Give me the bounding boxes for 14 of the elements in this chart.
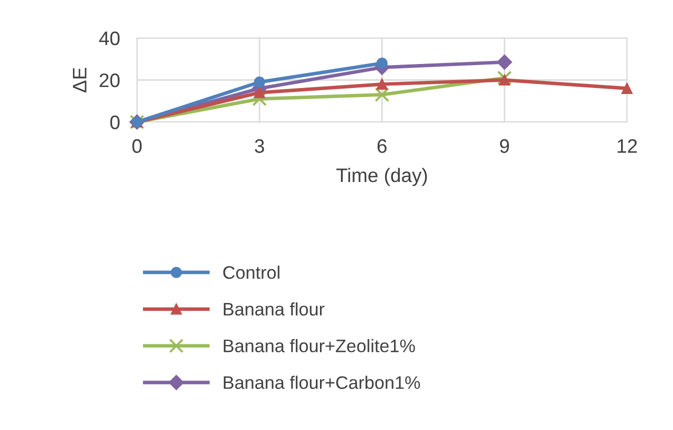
legend-label: Banana flour: [224, 302, 324, 316]
x-tick-label: 0: [132, 139, 142, 153]
x-tick-label: 9: [500, 139, 509, 153]
x-tick-label: 6: [378, 139, 387, 153]
legend-label: Banana flour+Zeolite1%: [224, 339, 415, 352]
y-tick-label: 0: [110, 115, 120, 130]
legend-label: Control: [223, 266, 280, 279]
x-tick-label: 3: [254, 139, 264, 153]
y-axis-title: ΔE: [72, 68, 86, 92]
x-tick-label: 12: [618, 139, 637, 153]
y-tick-label: 20: [100, 73, 120, 88]
x-axis-title: Time (day): [336, 168, 427, 186]
legend-label: Banana flour+Carbon1%: [224, 376, 420, 389]
y-tick-label: 40: [99, 31, 120, 46]
